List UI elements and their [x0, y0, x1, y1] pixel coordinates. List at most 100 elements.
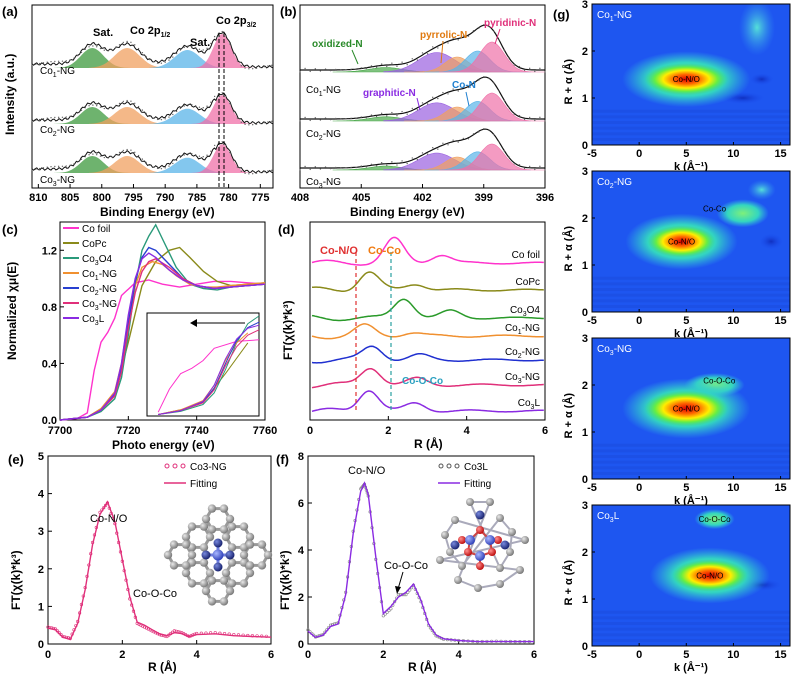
b-data-point	[391, 111, 393, 114]
f-atom-carbon	[446, 548, 454, 556]
e-ytick-label: 0	[38, 639, 44, 651]
a-data-point	[183, 46, 185, 49]
a-data-point	[248, 124, 250, 126]
a-data-point	[57, 116, 60, 119]
g-band	[592, 293, 790, 297]
g-band	[592, 466, 790, 470]
f-atom-oxygen	[464, 548, 472, 556]
f-xtick-label: 0	[305, 649, 311, 661]
a-data-point	[221, 92, 223, 94]
g-ytick-label: 0	[582, 307, 588, 319]
g-ytick-label: 3	[582, 333, 588, 345]
a-data-point	[175, 110, 178, 113]
f-atom-carbon	[508, 528, 516, 536]
g-xtick-label: 5	[683, 148, 689, 160]
b-data-point	[462, 35, 465, 37]
panel-c: (c) Normalized χμ(E) Photo energy (eV) 7…	[2, 221, 277, 452]
panel-a: (a) Intensity (a.u.) Binding Energy (eV)…	[2, 4, 274, 219]
e-atom-carbon	[227, 579, 237, 588]
e-atom-carbon	[207, 525, 217, 534]
c-ytick-label: 0.0	[42, 415, 57, 427]
a-data-point	[168, 116, 170, 118]
b-xtick-label: 402	[413, 192, 431, 204]
b-data-point	[386, 115, 388, 117]
a-data-point	[103, 49, 106, 51]
g-ytick-label: 3	[582, 500, 588, 512]
a-data-point	[76, 161, 79, 163]
g-band	[592, 616, 790, 620]
a-xtick-label: 780	[219, 192, 237, 204]
e-atom-carbon	[169, 561, 179, 570]
g-ylabel: R + α (Å)	[562, 393, 575, 439]
c-xtick-label: 7760	[253, 425, 277, 437]
a-data-point	[179, 49, 182, 51]
c-legend-label: CoPc	[82, 239, 106, 250]
b-data-point	[426, 103, 429, 105]
b-data-point	[370, 114, 373, 116]
f-atom-carbon	[441, 531, 449, 539]
panel-f-letter: (f)	[276, 452, 289, 467]
g-xtick-label: -5	[587, 649, 597, 661]
b-data-point	[350, 117, 352, 120]
b-data-point	[483, 128, 485, 130]
f-atom-carbon	[506, 548, 514, 556]
b-data-point	[421, 102, 424, 104]
a-data-point	[240, 170, 242, 172]
e-ytick-label: 4	[38, 489, 45, 501]
a-data-point	[210, 101, 212, 103]
a-data-point	[42, 167, 45, 169]
b-data-point	[391, 161, 393, 163]
b-data-point	[365, 117, 368, 119]
b-data-point	[304, 67, 306, 70]
b-data-point	[447, 42, 449, 44]
f-atom-cobalt	[465, 535, 475, 545]
b-data-point	[370, 65, 373, 67]
a-data-point	[210, 42, 212, 45]
g-ytick-label: 0	[582, 140, 588, 152]
b-data-point	[452, 37, 454, 39]
a-data-point	[69, 164, 71, 167]
b-data-point	[329, 118, 332, 121]
b-component	[438, 92, 545, 122]
a-data-point	[236, 166, 239, 168]
a-data-point	[134, 151, 136, 154]
c-inset-line	[158, 324, 260, 415]
a-data-point	[57, 165, 60, 168]
g-xtick-label: -5	[587, 315, 597, 327]
a-data-point	[232, 52, 235, 55]
b-data-point	[391, 62, 393, 64]
a-data-point	[179, 107, 182, 110]
b-data-point	[452, 88, 454, 90]
g-band	[592, 455, 790, 459]
g-band	[592, 633, 790, 637]
b-data-point	[396, 65, 398, 68]
a-xtick-label: 800	[93, 192, 111, 204]
e-atom-carbon	[205, 532, 215, 542]
e-xtick-label: 0	[45, 649, 51, 661]
a-data-point	[35, 63, 37, 66]
g-ytick-label: 1	[582, 594, 588, 606]
g-xlabel: k (Å⁻¹)	[674, 160, 708, 173]
b-data-point	[488, 25, 490, 28]
b-data-point	[386, 65, 388, 68]
b-data-point	[472, 81, 475, 83]
b-data-point	[513, 163, 516, 165]
a-component	[54, 156, 131, 173]
g-xtick-label: 0	[636, 315, 642, 327]
b-data-point	[365, 67, 368, 70]
b-data-point	[528, 165, 531, 168]
g-band	[592, 121, 790, 125]
g-xlabel: k (Å⁻¹)	[674, 494, 708, 507]
c-legend-label: Co2-NG	[82, 284, 117, 297]
e-atom-carbon	[219, 597, 229, 606]
b-data-point	[355, 68, 357, 71]
g-xtick-label: 10	[727, 649, 739, 661]
b-data-point	[421, 52, 424, 54]
f-atom-oxygen	[488, 548, 496, 556]
b-data-point	[304, 165, 306, 168]
g-hotspot	[671, 559, 748, 592]
b-data-point	[447, 93, 449, 95]
f-atom-carbon	[436, 556, 444, 564]
a-data-point	[255, 67, 258, 69]
